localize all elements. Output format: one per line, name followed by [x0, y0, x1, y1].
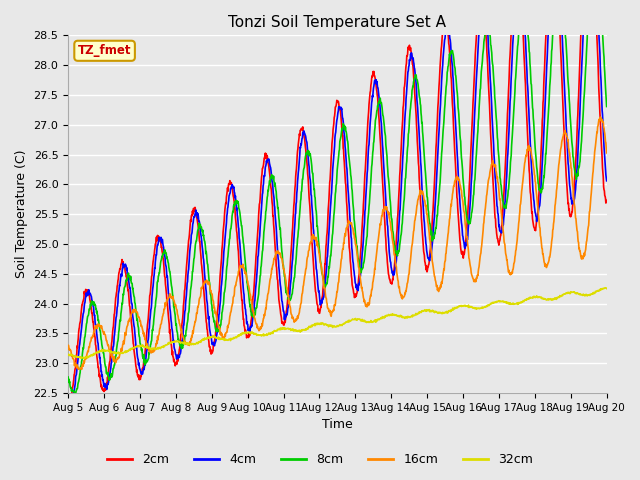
Text: TZ_fmet: TZ_fmet — [78, 44, 131, 57]
Title: Tonzi Soil Temperature Set A: Tonzi Soil Temperature Set A — [228, 15, 446, 30]
Legend: 2cm, 4cm, 8cm, 16cm, 32cm: 2cm, 4cm, 8cm, 16cm, 32cm — [102, 448, 538, 471]
X-axis label: Time: Time — [322, 419, 353, 432]
Y-axis label: Soil Temperature (C): Soil Temperature (C) — [15, 150, 28, 278]
